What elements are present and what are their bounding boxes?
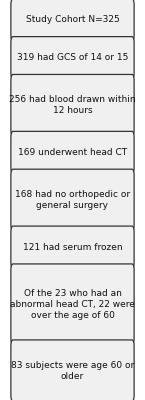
Text: Study Cohort N=325: Study Cohort N=325 (26, 15, 119, 24)
FancyBboxPatch shape (11, 74, 134, 136)
Text: 83 subjects were age 60 or
older: 83 subjects were age 60 or older (11, 360, 134, 381)
Text: 319 had GCS of 14 or 15: 319 had GCS of 14 or 15 (17, 53, 128, 62)
Text: Of the 23 who had an
abnormal head CT, 22 were
over the age of 60: Of the 23 who had an abnormal head CT, 2… (10, 288, 135, 320)
FancyBboxPatch shape (11, 340, 134, 400)
FancyBboxPatch shape (11, 169, 134, 230)
FancyBboxPatch shape (11, 0, 134, 41)
Text: 169 underwent head CT: 169 underwent head CT (18, 148, 127, 157)
Text: 121 had serum frozen: 121 had serum frozen (23, 243, 122, 252)
FancyBboxPatch shape (11, 226, 134, 268)
Text: 168 had no orthopedic or
general surgery: 168 had no orthopedic or general surgery (15, 190, 130, 210)
FancyBboxPatch shape (11, 264, 134, 344)
FancyBboxPatch shape (11, 37, 134, 79)
FancyBboxPatch shape (11, 131, 134, 174)
Text: 256 had blood drawn within
12 hours: 256 had blood drawn within 12 hours (9, 95, 136, 115)
